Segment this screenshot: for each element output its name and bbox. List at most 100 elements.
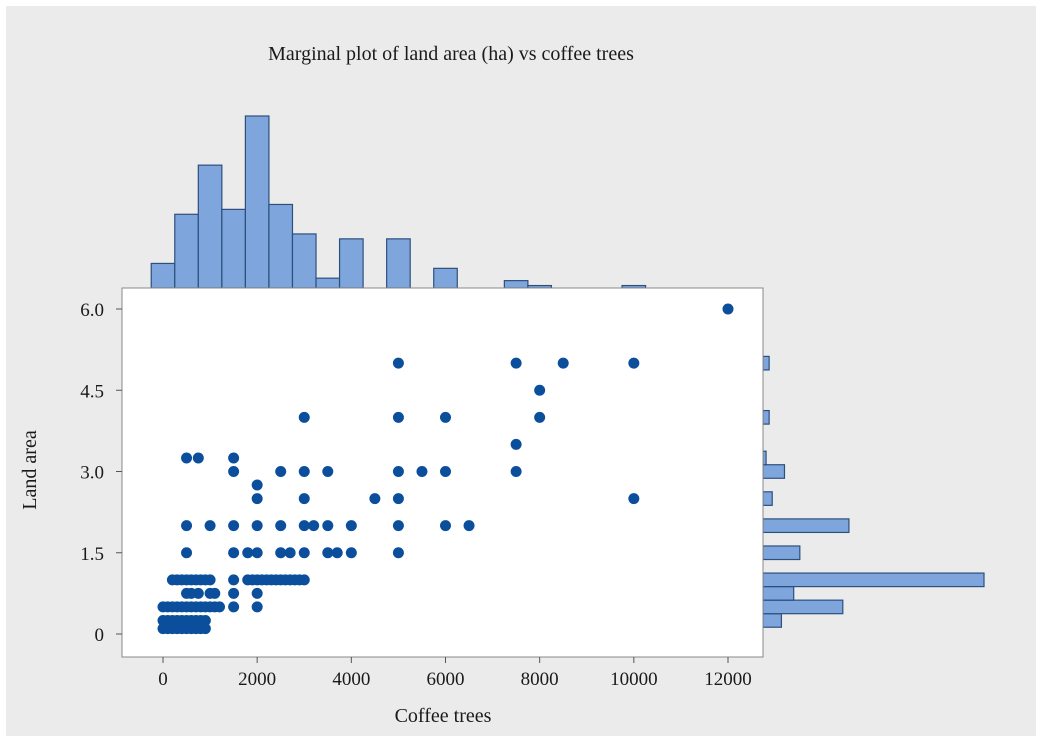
data-point (284, 547, 296, 559)
data-point (392, 357, 404, 369)
x-tick-label: 2000 (238, 669, 276, 690)
data-point (510, 357, 522, 369)
data-point (275, 466, 287, 477)
data-point (440, 466, 451, 477)
data-point (228, 547, 240, 559)
y-histogram-bar (762, 409, 770, 425)
y-tick-label: 1.5 (80, 544, 104, 565)
data-point (228, 587, 240, 599)
x-histogram-bar (291, 233, 317, 289)
x-histogram-bar (338, 238, 364, 289)
data-point (275, 520, 287, 532)
data-point (392, 466, 404, 477)
x-histogram-bar (197, 164, 223, 289)
x-histogram-bar (150, 262, 176, 289)
data-point (275, 547, 287, 559)
data-point (722, 303, 734, 315)
y-axis-label: Land area (19, 430, 41, 510)
y-tick-label: 3.0 (80, 463, 104, 484)
data-point (192, 452, 204, 464)
data-point (331, 547, 343, 559)
y-tick-label: 4.5 (80, 381, 104, 402)
data-point (251, 493, 263, 505)
data-point (308, 520, 320, 532)
data-point (298, 574, 310, 586)
data-point (228, 452, 240, 464)
x-histogram-bar (433, 267, 458, 289)
data-point (534, 384, 546, 396)
x-tick-label: 6000 (427, 669, 465, 690)
data-point (298, 411, 310, 423)
data-point (392, 520, 404, 532)
scatter-points (157, 303, 734, 635)
data-point (192, 587, 204, 599)
data-point (251, 587, 263, 599)
data-point (181, 547, 193, 559)
data-point (345, 547, 357, 559)
data-point (463, 520, 475, 532)
data-point (322, 520, 334, 532)
data-point (440, 411, 451, 423)
right-marginal-histogram (762, 288, 985, 657)
y-histogram-bar (762, 545, 801, 561)
data-point (251, 520, 263, 532)
x-axis: 0 2000 4000 6000 8000 10000 12000 (158, 657, 752, 690)
data-point (298, 493, 310, 505)
data-point (322, 466, 334, 477)
data-point (181, 520, 193, 532)
data-point (298, 547, 310, 559)
data-point (181, 452, 193, 464)
data-point (242, 547, 254, 559)
data-point (251, 479, 263, 491)
data-point (298, 466, 310, 477)
data-point (204, 520, 216, 532)
y-histogram-bar (762, 586, 795, 601)
data-point (392, 547, 404, 559)
data-point (298, 520, 310, 532)
y-histogram-bar (762, 518, 850, 534)
y-axis: 0 1.5 3.0 4.5 6.0 (80, 300, 122, 646)
data-point (628, 357, 640, 369)
data-point (199, 614, 211, 626)
y-histogram-bar (762, 572, 985, 588)
x-histogram-bar (503, 280, 529, 289)
data-point (204, 574, 216, 586)
x-histogram-bar (221, 208, 246, 289)
data-point (510, 466, 522, 477)
data-point (369, 493, 381, 505)
x-tick-label: 10000 (610, 669, 658, 690)
y-histogram-bar (762, 613, 783, 628)
data-point (392, 411, 404, 423)
data-point (510, 438, 522, 450)
data-point (214, 601, 225, 613)
data-point (392, 493, 404, 505)
data-point (322, 547, 334, 559)
data-point (228, 574, 240, 586)
data-point (416, 466, 428, 477)
data-point (209, 587, 221, 599)
data-point (251, 601, 263, 613)
data-point (628, 493, 640, 505)
data-point (251, 547, 263, 559)
data-point (199, 623, 211, 635)
y-tick-label: 0 (95, 625, 105, 646)
data-point (228, 520, 240, 532)
data-point (440, 520, 451, 532)
data-point (557, 357, 569, 369)
x-axis-label: Coffee trees (395, 705, 492, 727)
y-histogram-bar (762, 599, 844, 615)
data-point (228, 601, 240, 613)
y-histogram-bar (762, 491, 773, 506)
chart-title: Marginal plot of land area (ha) vs coffe… (268, 43, 634, 65)
y-histogram-bar (762, 464, 786, 479)
data-point (534, 411, 546, 423)
data-point (345, 520, 357, 532)
x-histogram-bar (315, 277, 341, 289)
data-point (228, 466, 240, 477)
x-histogram-bar (174, 213, 199, 289)
x-histogram-bar (268, 203, 294, 289)
y-tick-label: 6.0 (80, 300, 104, 321)
x-tick-label: 8000 (521, 669, 559, 690)
